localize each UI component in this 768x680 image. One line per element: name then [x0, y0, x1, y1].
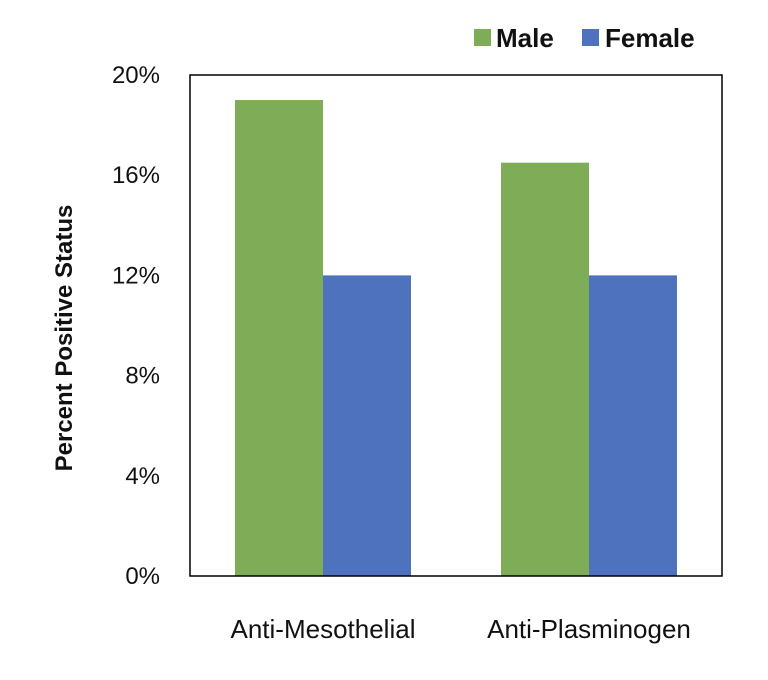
bar-female-anti-plasminogen: [589, 275, 677, 576]
legend-label-male: Male: [496, 23, 554, 53]
bar-male-anti-plasminogen: [501, 162, 589, 577]
bar-male-anti-mesothelial: [235, 100, 323, 577]
x-category-label: Anti-Plasminogen: [487, 614, 691, 644]
x-category-label: Anti-Mesothelial: [231, 614, 416, 644]
legend-swatch-female: [582, 29, 599, 46]
x-axis-labels: Anti-Mesothelial Anti-Plasminogen: [231, 614, 691, 644]
y-axis-title-group: Percent Positive Status: [51, 205, 78, 472]
plot-area-frame: [189, 74, 723, 577]
y-tick-label: 12%: [112, 262, 160, 289]
y-tick-label: 20%: [112, 62, 160, 89]
legend-swatch-male: [474, 29, 491, 46]
bars: [235, 100, 677, 577]
legend: Male Female: [474, 23, 695, 53]
y-axis-title: Percent Positive Status: [51, 205, 78, 472]
y-tick-label: 8%: [125, 363, 160, 390]
bar-female-anti-mesothelial: [323, 275, 411, 576]
y-axis-ticks: 0% 4% 8% 12% 16% 20%: [112, 62, 160, 590]
y-tick-label: 16%: [112, 162, 160, 189]
y-tick-label: 0%: [125, 563, 160, 590]
y-tick-label: 4%: [125, 463, 160, 490]
legend-label-female: Female: [605, 23, 695, 53]
